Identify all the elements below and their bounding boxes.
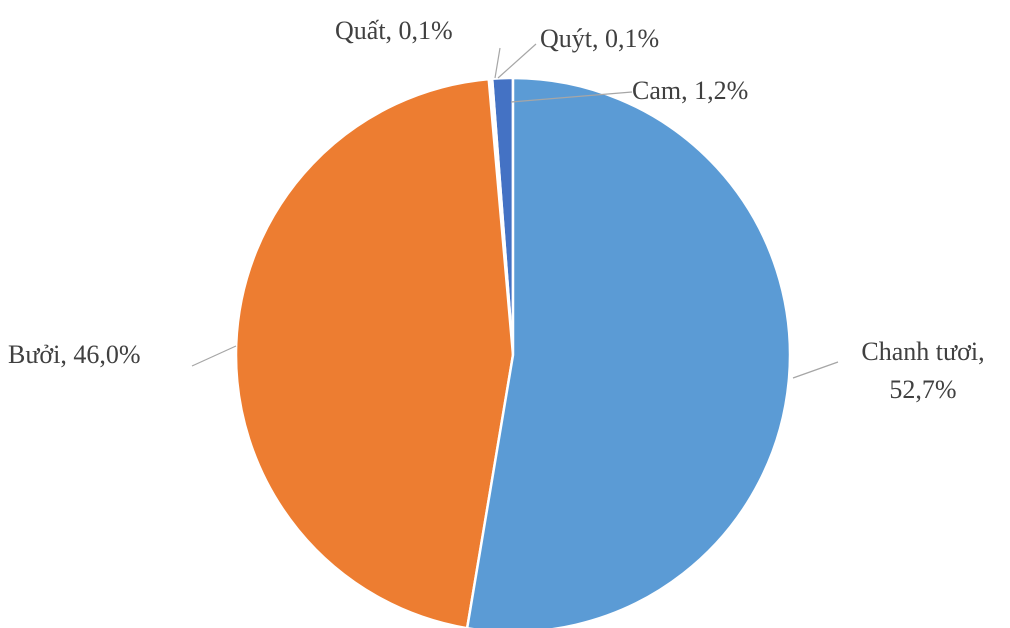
data-label: Cam, 1,2%: [632, 76, 749, 105]
leader-line: [494, 47, 501, 79]
data-label: Quýt, 0,1%: [540, 24, 660, 53]
pie-slice: [234, 77, 515, 628]
pie-slice: [465, 76, 792, 628]
data-label: Chanh tươi, 52,7%: [861, 337, 985, 404]
leader-line: [510, 91, 633, 103]
data-label: Quất, 0,1%: [335, 16, 453, 45]
leader-line: [191, 345, 237, 367]
leader-line: [497, 43, 537, 79]
data-label: Bưởi, 46,0%: [8, 340, 141, 369]
leader-line: [792, 361, 839, 379]
